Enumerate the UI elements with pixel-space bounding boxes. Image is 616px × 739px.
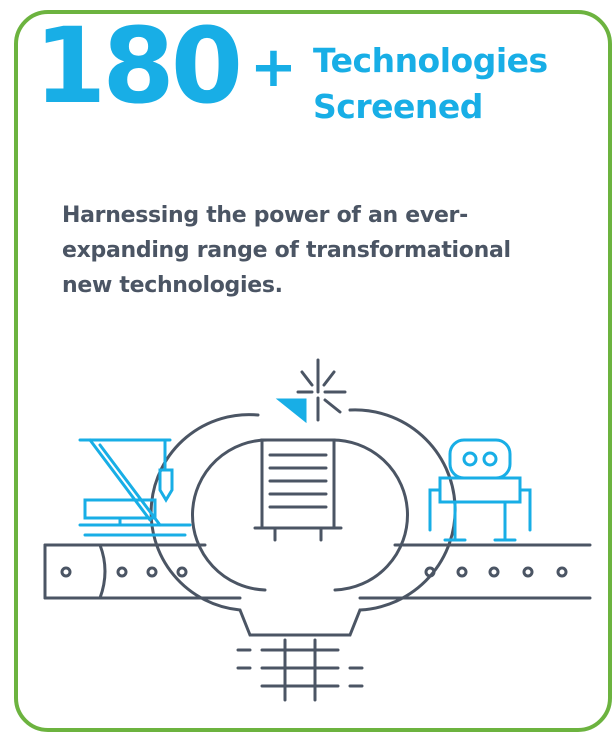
- spark: [275, 398, 307, 424]
- conveyor: [43, 543, 592, 600]
- body-line: new technologies.: [62, 273, 283, 298]
- headline-plus: +: [250, 35, 297, 100]
- body-line: Harnessing the power of an ever-: [62, 203, 468, 228]
- body-line: expanding range of transformational: [62, 238, 511, 263]
- robot: [428, 438, 532, 542]
- robot-arm: [78, 438, 192, 537]
- headline-line: Screened: [313, 87, 483, 126]
- card: [14, 10, 612, 732]
- headline-number: 180: [34, 5, 243, 127]
- lightbulb: [149, 358, 457, 702]
- headline-line: Technologies: [313, 41, 548, 80]
